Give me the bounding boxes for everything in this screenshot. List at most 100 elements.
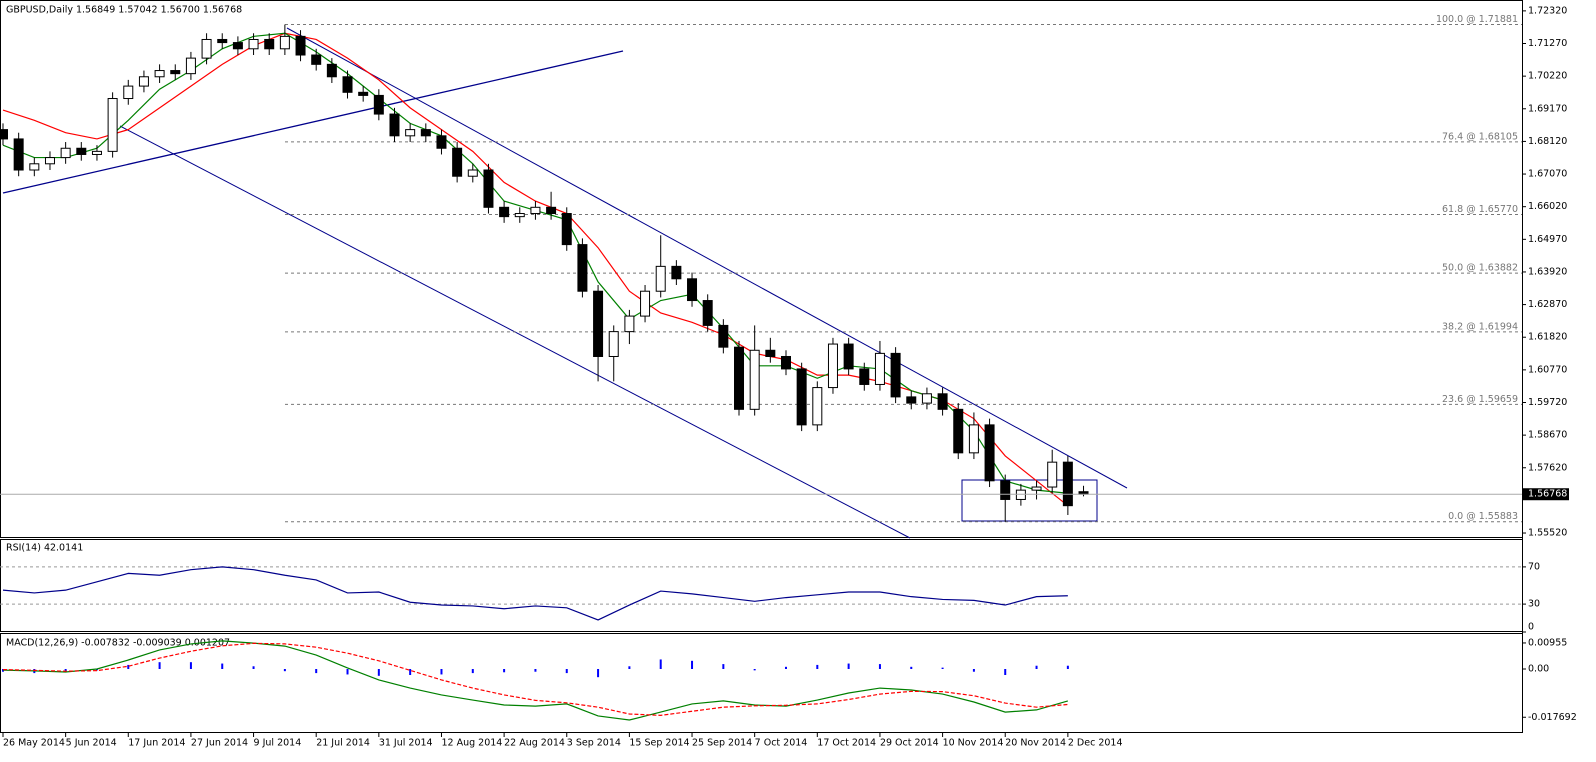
candle-body: [780, 355, 791, 370]
y-tick-label: 0.00955: [1528, 637, 1567, 648]
x-tick-label: 10 Nov 2014: [943, 738, 1004, 749]
y-tick-label: -0.017692: [1528, 712, 1577, 723]
candle-body: [1000, 480, 1011, 500]
candle-body: [968, 424, 979, 454]
histogram-bar: [659, 659, 662, 669]
y-tick-label: 1.59720: [1528, 397, 1567, 408]
x-tick-label: 26 May 2014: [3, 738, 65, 749]
x-tick-label: 27 Jun 2014: [191, 738, 248, 749]
x-tick-label: 22 Aug 2014: [504, 738, 565, 749]
histogram-bar: [1035, 665, 1038, 669]
x-tick-label: 20 Nov 2014: [1005, 738, 1066, 749]
histogram-bar: [346, 669, 349, 675]
fib-label: 100.0 @ 1.71881: [1436, 14, 1518, 25]
candle-body: [514, 213, 525, 218]
x-tick-label: 25 Sep 2014: [692, 738, 752, 749]
candle-body: [984, 424, 995, 482]
candle-body: [655, 265, 666, 292]
candle-body: [890, 352, 901, 398]
candle-body: [734, 346, 745, 410]
candle-body: [326, 63, 337, 78]
candle-body: [389, 113, 400, 137]
last-price-box: [1523, 488, 1569, 501]
candle-body: [436, 135, 447, 149]
candle-body: [60, 147, 71, 159]
candle-body: [373, 94, 384, 115]
fib-label: 23.6 @ 1.59659: [1442, 394, 1518, 405]
candle-body: [483, 169, 494, 208]
candle-body: [44, 157, 55, 165]
y-tick-label: 30: [1528, 599, 1540, 610]
macd-line: [2, 642, 1068, 716]
histogram-bar: [972, 669, 975, 672]
range-box: [961, 479, 1098, 522]
y-tick-label: 1.72320: [1528, 5, 1567, 16]
histogram-bar: [409, 669, 412, 675]
candle-body: [248, 38, 259, 50]
histogram-bar: [597, 669, 600, 678]
macd-line: [2, 640, 1069, 721]
x-tick-label: 21 Jul 2014: [316, 738, 370, 749]
candle-body: [859, 368, 870, 385]
histogram-bar: [1004, 669, 1007, 675]
y-tick-label: 1.69170: [1528, 103, 1567, 114]
y-tick-label: 1.70220: [1528, 71, 1567, 82]
histogram-bar: [127, 664, 130, 669]
candle-body: [154, 70, 165, 78]
histogram-bar: [878, 664, 881, 669]
y-tick-label: 1.63920: [1528, 266, 1567, 277]
candle-body: [765, 349, 776, 357]
histogram-bar: [95, 669, 98, 671]
candle-body: [577, 244, 588, 292]
rsi-line: [2, 566, 1068, 621]
candle-body: [499, 206, 510, 218]
candle-body: [843, 343, 854, 370]
candle-body: [107, 98, 118, 152]
last-price-label: 1.56768: [1528, 489, 1567, 500]
x-tick-label: 31 Jul 2014: [379, 738, 433, 749]
candle-body: [561, 213, 572, 246]
candle-body: [342, 76, 353, 93]
y-tick-label: 1.66020: [1528, 201, 1567, 212]
histogram-bar: [189, 662, 192, 669]
candle-body: [718, 324, 729, 348]
candle-body: [702, 300, 713, 326]
candle-body: [546, 206, 557, 215]
candle-body: [1047, 461, 1058, 488]
candle-body: [593, 290, 604, 357]
fib-label: 50.0 @ 1.63882: [1442, 263, 1518, 274]
x-tick-label: 2 Dec 2014: [1068, 738, 1123, 749]
histogram-bar: [503, 669, 506, 673]
candle-body: [170, 70, 181, 75]
candle-body: [358, 91, 369, 96]
candle-body: [749, 349, 760, 410]
candle-body: [608, 331, 619, 357]
histogram-bar: [816, 664, 819, 669]
candle-body: [624, 315, 635, 333]
y-tick-label: 1.62870: [1528, 299, 1567, 310]
x-tick-label: 12 Aug 2014: [441, 738, 502, 749]
y-tick-label: 1.57620: [1528, 462, 1567, 473]
x-tick-label: 15 Sep 2014: [629, 738, 689, 749]
x-tick-label: 17 Jun 2014: [128, 738, 185, 749]
candle-body: [279, 35, 290, 50]
candle-body: [827, 343, 838, 389]
histogram-bar: [910, 666, 913, 669]
candle-body: [217, 38, 228, 44]
x-tick-label: 7 Oct 2014: [755, 738, 808, 749]
histogram-bar: [252, 666, 255, 669]
candle-body: [13, 138, 24, 171]
histogram-bar: [941, 667, 944, 669]
y-tick-label: 70: [1528, 561, 1540, 572]
candle-body: [1031, 486, 1042, 491]
x-tick-label: 29 Oct 2014: [880, 738, 939, 749]
chart-title: GBPUSD,Daily 1.56849 1.57042 1.56700 1.5…: [6, 5, 242, 16]
candle-body: [1015, 489, 1026, 500]
macd-title: MACD(12,26,9) -0.007832 -0.009039 0.0012…: [6, 638, 230, 649]
fib-label: 76.4 @ 1.68105: [1442, 131, 1518, 142]
candle-body: [906, 396, 917, 404]
histogram-bar: [440, 669, 443, 675]
y-tick-label: 0.00: [1528, 664, 1549, 675]
candle-body: [76, 147, 87, 155]
